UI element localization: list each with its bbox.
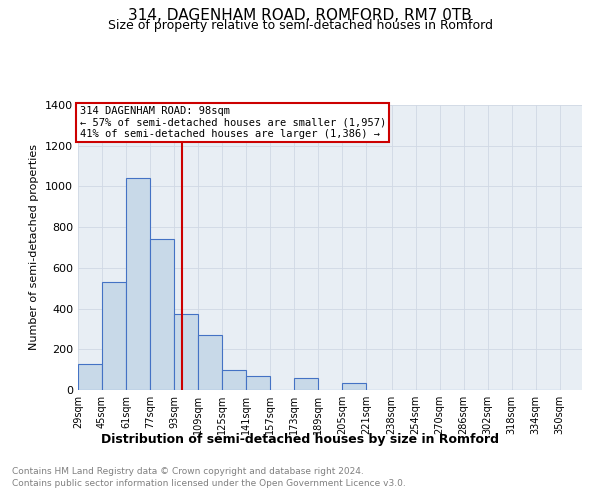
Bar — [246, 376, 270, 390]
Text: Size of property relative to semi-detached houses in Romford: Size of property relative to semi-detach… — [107, 19, 493, 32]
Bar — [78, 364, 102, 390]
Text: Contains public sector information licensed under the Open Government Licence v3: Contains public sector information licen… — [12, 479, 406, 488]
Bar — [126, 178, 150, 390]
Bar — [174, 314, 198, 390]
Bar — [102, 282, 126, 390]
Bar — [150, 240, 174, 390]
Bar — [342, 383, 366, 390]
Bar — [198, 335, 222, 390]
Text: Contains HM Land Registry data © Crown copyright and database right 2024.: Contains HM Land Registry data © Crown c… — [12, 468, 364, 476]
Text: 314 DAGENHAM ROAD: 98sqm
← 57% of semi-detached houses are smaller (1,957)
41% o: 314 DAGENHAM ROAD: 98sqm ← 57% of semi-d… — [79, 106, 386, 139]
Text: Distribution of semi-detached houses by size in Romford: Distribution of semi-detached houses by … — [101, 432, 499, 446]
Y-axis label: Number of semi-detached properties: Number of semi-detached properties — [29, 144, 40, 350]
Text: 314, DAGENHAM ROAD, ROMFORD, RM7 0TB: 314, DAGENHAM ROAD, ROMFORD, RM7 0TB — [128, 8, 472, 22]
Bar — [294, 378, 318, 390]
Bar — [222, 370, 246, 390]
